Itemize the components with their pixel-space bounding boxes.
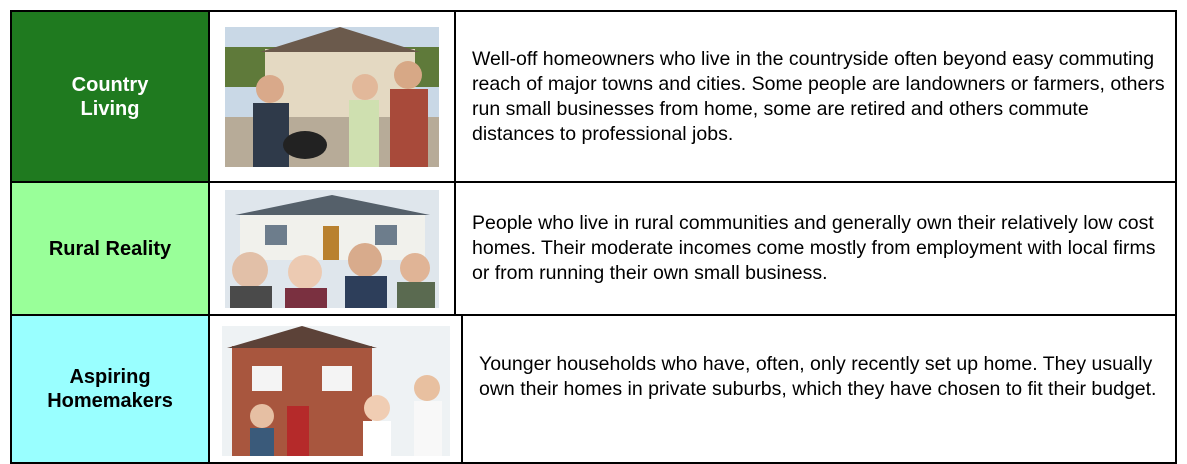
row-description-cell: Younger households who have, often, only… [461,314,1177,464]
row-label-cell: Aspiring Homemakers [10,314,210,464]
photo-cell [208,181,456,316]
photo-cell [208,314,463,464]
row-description: Well-off homeowners who live in the coun… [472,47,1165,147]
photo-cell [208,10,456,183]
row-description-cell: Well-off homeowners who live in the coun… [454,10,1177,183]
page: Country Living Well-off homeowners who l… [0,0,1187,448]
photo [225,190,439,308]
row-description-cell: People who live in rural communities and… [454,181,1177,316]
row-label-cell: Country Living [10,10,210,183]
row-label-cell: Rural Reality [10,181,210,316]
row-description: People who live in rural communities and… [472,211,1165,286]
photo [225,27,439,167]
photo [222,326,450,456]
row-label: Rural Reality [49,237,171,261]
row-description: Younger households who have, often, only… [479,352,1165,402]
row-label: Country Living [50,73,170,121]
row-label: Aspiring Homemakers [45,365,175,413]
